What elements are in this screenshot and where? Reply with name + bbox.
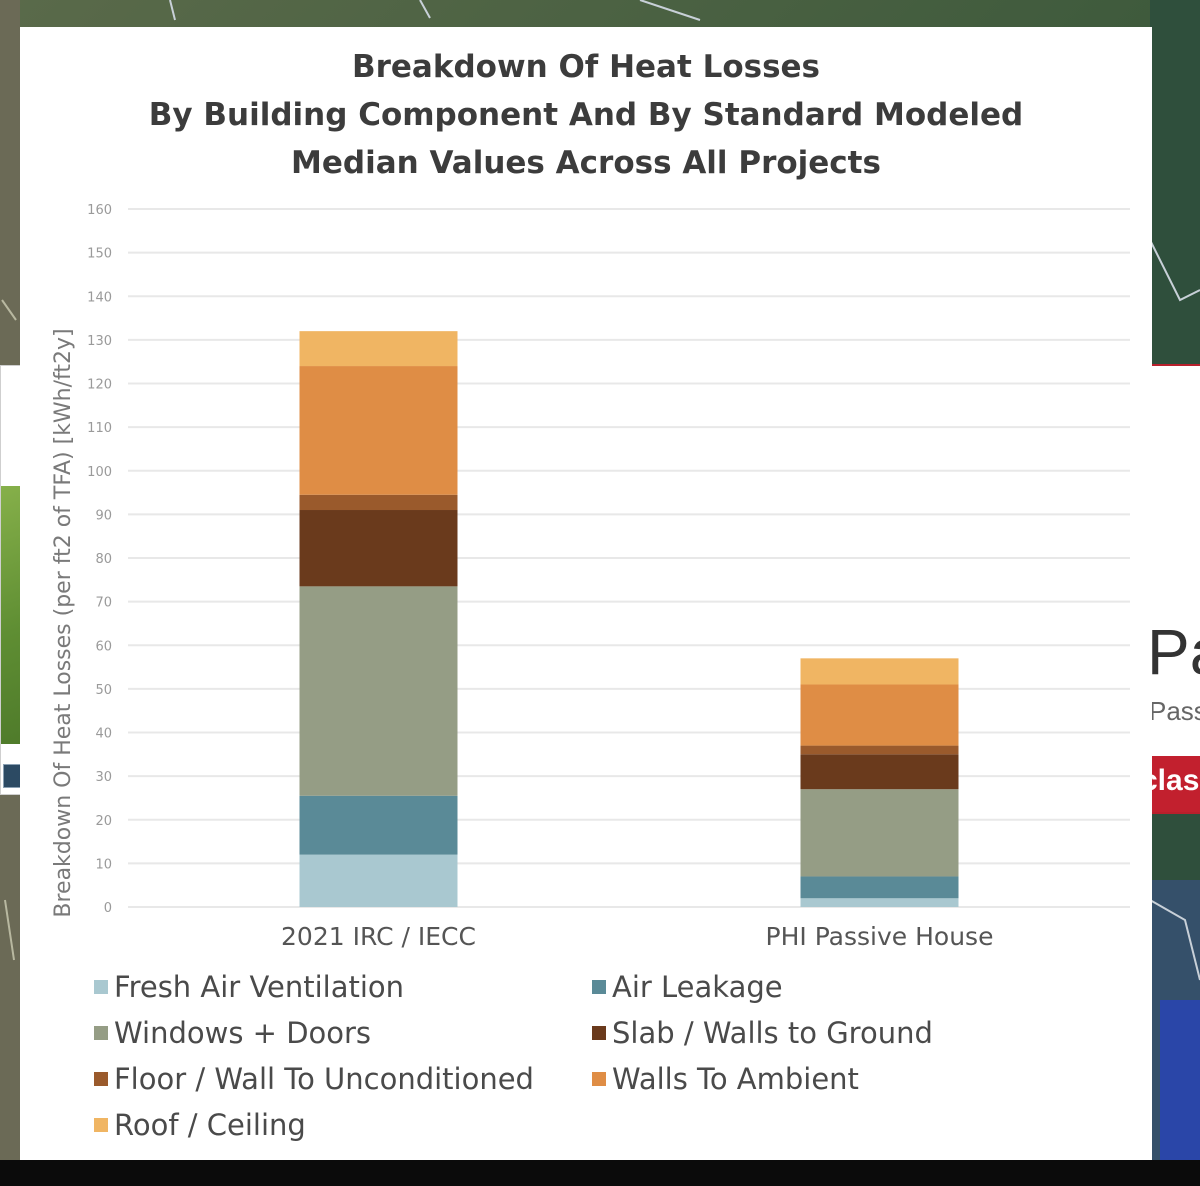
legend-label: Roof / Ceiling: [114, 1108, 306, 1142]
bar-segment-fresh-air: [800, 898, 959, 907]
y-tick-label: 40: [95, 727, 112, 742]
right-card-subtitle: Pass: [1149, 696, 1200, 726]
legend-swatch: [94, 1026, 108, 1040]
right-card-title: Pa: [1147, 616, 1200, 688]
bar-segment-floor-unconditioned: [800, 745, 959, 755]
legend-label: Fresh Air Ventilation: [114, 970, 405, 1004]
y-tick-label: 100: [87, 465, 112, 480]
legend-item: Windows + Doors: [94, 1015, 371, 1051]
y-tick-label: 140: [87, 290, 112, 305]
y-tick-label: 80: [95, 552, 112, 567]
y-tick-label: 120: [87, 378, 112, 393]
legend-item: Roof / Ceiling: [94, 1107, 306, 1143]
y-tick-label: 10: [95, 857, 112, 872]
chart-title-line-2: By Building Component And By Standard Mo…: [148, 97, 1024, 133]
bar-segment-fresh-air: [299, 854, 458, 907]
bar-segment-air-leakage: [800, 876, 959, 899]
y-tick-label: 50: [95, 683, 112, 698]
bar-segment-air-leakage: [299, 795, 458, 855]
legend-swatch: [94, 980, 108, 994]
legend-label: Windows + Doors: [114, 1016, 372, 1050]
bar-segment-windows-doors: [299, 586, 458, 796]
legend-swatch: [592, 1026, 606, 1040]
legend-item: Slab / Walls to Ground: [592, 1015, 933, 1051]
legend-label: Slab / Walls to Ground: [612, 1016, 933, 1050]
y-tick-label: 110: [87, 421, 112, 436]
legend-item: Air Leakage: [592, 969, 783, 1005]
bar-segment-walls-ambient: [800, 684, 959, 746]
bar-segment-floor-unconditioned: [299, 494, 458, 511]
bar-segment-roof-ceiling: [299, 331, 458, 367]
bar-segment-slab-ground: [299, 510, 458, 587]
legend-swatch: [94, 1118, 108, 1132]
bar-segment-roof-ceiling: [800, 658, 959, 685]
bottom-bar: [0, 1160, 1200, 1186]
legend-label: Walls To Ambient: [612, 1062, 859, 1096]
y-tick-label: 160: [87, 203, 112, 218]
x-category-label: PHI Passive House: [766, 922, 994, 951]
y-tick-label: 60: [95, 639, 112, 654]
legend-label: Floor / Wall To Unconditioned: [114, 1062, 534, 1096]
x-category-label: 2021 IRC / IECC: [281, 922, 476, 951]
legend-item: Fresh Air Ventilation: [94, 969, 404, 1005]
y-tick-label: 130: [87, 334, 112, 349]
chart-panel: Breakdown Of Heat Losses By Building Com…: [20, 27, 1152, 1160]
bar-segment-walls-ambient: [299, 366, 458, 495]
chart-title-line-3: Median Values Across All Projects: [291, 145, 881, 181]
legend-item: Walls To Ambient: [592, 1061, 859, 1097]
legend-item: Floor / Wall To Unconditioned: [94, 1061, 534, 1097]
bar-segment-windows-doors: [800, 789, 959, 877]
legend-swatch: [94, 1072, 108, 1086]
y-tick-label: 30: [95, 770, 112, 785]
legend-swatch: [592, 1072, 606, 1086]
legend-swatch: [592, 980, 606, 994]
y-tick-label: 0: [104, 901, 112, 916]
y-axis-label: Breakdown Of Heat Losses (per ft2 of TFA…: [51, 328, 76, 917]
chart-title-line-1: Breakdown Of Heat Losses: [351, 49, 821, 85]
chart-plot: 0 10 20 30 40 50 60 70 80 90 100 110 120 130 140 150 160…: [51, 203, 1130, 951]
y-tick-label: 90: [95, 508, 112, 523]
bar-segment-slab-ground: [800, 754, 959, 790]
y-tick-label: 70: [95, 596, 112, 611]
y-tick-label: 20: [95, 814, 112, 829]
legend-label: Air Leakage: [612, 970, 783, 1004]
y-tick-label: 150: [87, 247, 112, 262]
